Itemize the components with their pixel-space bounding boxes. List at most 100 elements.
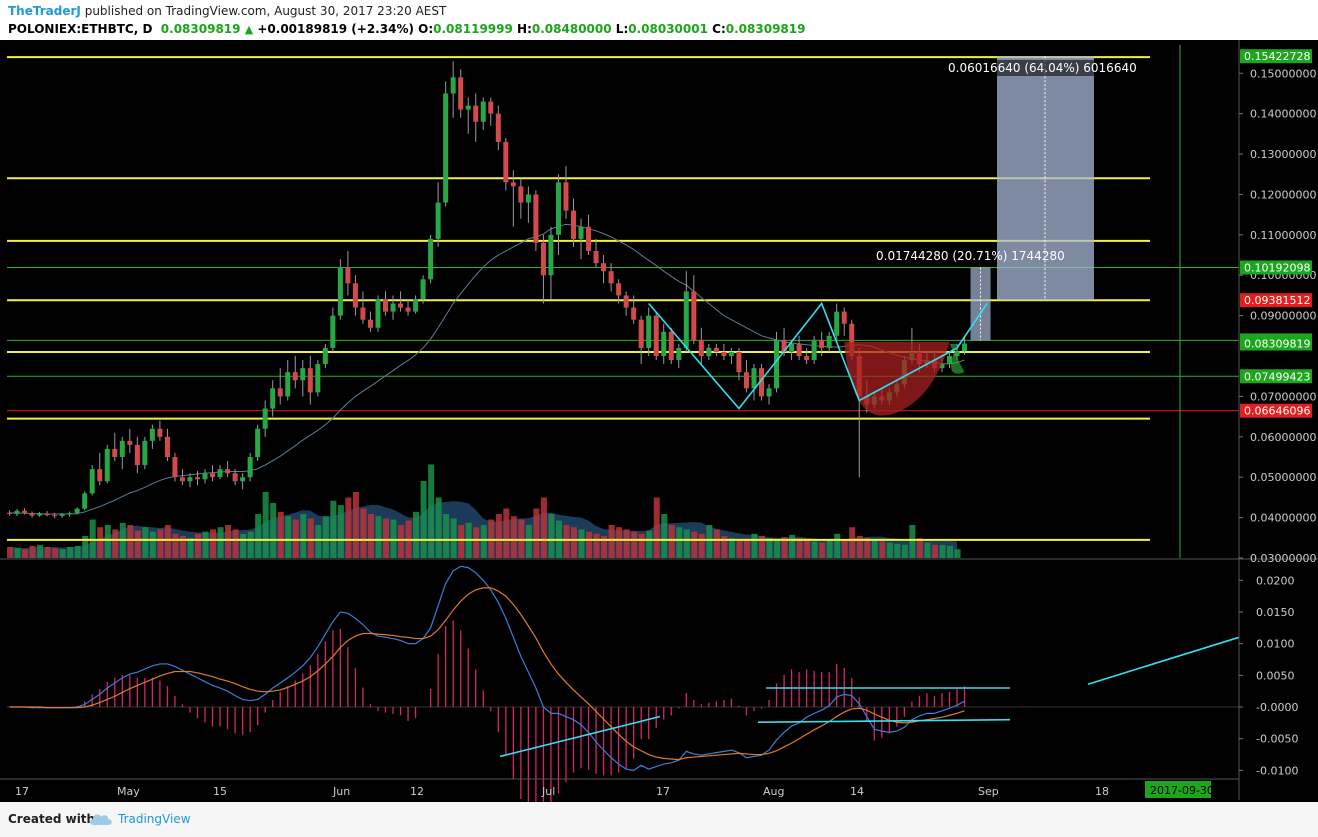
candle-body — [804, 356, 810, 361]
candle-body — [360, 307, 366, 320]
candle-body — [112, 448, 118, 458]
candle-body — [210, 473, 216, 478]
candle-body — [134, 444, 140, 466]
volume-bar — [901, 544, 908, 558]
candle-body — [157, 428, 163, 437]
volume-bar — [774, 539, 781, 558]
volume-bar — [292, 519, 299, 558]
volume-bar — [7, 547, 13, 558]
candle-body — [616, 283, 622, 296]
candle-body — [698, 339, 704, 357]
volume-bar — [315, 525, 322, 558]
candle-body — [766, 388, 772, 397]
candle-body — [172, 457, 178, 478]
date-marker-label: 2017-09-30 — [1150, 784, 1214, 797]
handle-pattern-shape — [949, 343, 965, 374]
volume-bar — [74, 545, 81, 558]
volume-bar — [781, 537, 788, 558]
close-value: 0.08309819 — [725, 22, 806, 36]
candle-body — [819, 339, 825, 348]
candle-body — [307, 368, 313, 393]
volume-bar — [179, 536, 186, 558]
price-tick-label: 0.14000000 — [1250, 108, 1316, 121]
symbol-label: POLONIEX:ETHBTC, D — [8, 22, 153, 36]
volume-bar — [142, 527, 149, 558]
candle-body — [789, 343, 795, 352]
candle-body — [939, 364, 945, 369]
volume-bar — [533, 508, 540, 558]
volume-bar — [383, 518, 389, 558]
candle-body — [225, 469, 231, 474]
published-text: published on TradingView.com, August 30,… — [84, 4, 447, 18]
price-label-value: 0.07499423 — [1244, 370, 1310, 383]
volume-bar — [390, 519, 397, 558]
volume-bar — [841, 540, 848, 558]
candle-body — [954, 351, 960, 357]
candle-body — [503, 141, 509, 183]
volume-bar — [931, 544, 938, 558]
candle-body — [247, 457, 253, 478]
price-tick-label: 0.15000000 — [1250, 67, 1316, 80]
chart-background — [0, 40, 1318, 802]
candle-body — [608, 271, 614, 284]
candle-body — [540, 242, 546, 276]
candle-body — [774, 339, 780, 389]
candle-body — [759, 368, 764, 397]
candle-body — [668, 331, 674, 361]
volume-bar — [277, 511, 284, 558]
chart-canvas[interactable]: 0.01744280 (20.71%) 1744280 0.06016640 (6… — [0, 40, 1318, 802]
macd-tick-label: -0.0050 — [1256, 733, 1298, 746]
price-label-box — [1240, 336, 1312, 351]
candle-body — [638, 319, 644, 348]
candle-body — [947, 356, 952, 365]
author-name[interactable]: TheTraderJ — [8, 4, 81, 18]
price-label-box — [1240, 403, 1312, 418]
price-tick-label: 0.04000000 — [1250, 512, 1316, 525]
candle-body — [59, 514, 65, 516]
candle-body — [548, 234, 554, 276]
price-tick-label: 0.07000000 — [1250, 390, 1316, 403]
cup-pattern-shape — [844, 341, 950, 416]
volume-bar — [856, 536, 863, 558]
volume-bar — [894, 543, 901, 558]
tradingview-brand[interactable]: TradingView — [118, 812, 191, 826]
candle-body — [315, 364, 321, 393]
candle-body — [834, 311, 840, 336]
volume-bar — [127, 525, 134, 558]
candle-body — [89, 469, 95, 494]
open-label: O: — [418, 22, 434, 36]
candle-body — [262, 408, 268, 429]
time-tick-label: Jul — [541, 785, 555, 798]
moving-average-line — [9, 223, 965, 515]
volume-bar — [909, 525, 916, 558]
low-value: 0.08030001 — [628, 22, 708, 36]
open-value: 0.08119999 — [433, 22, 513, 36]
volume-bar — [743, 540, 750, 558]
volume-bar — [601, 536, 608, 558]
price-label-value: 0.15422728 — [1244, 50, 1310, 63]
volume-bar — [112, 529, 119, 558]
time-tick-label: 12 — [410, 785, 424, 798]
volume-bar — [488, 519, 495, 558]
candle-body — [104, 448, 110, 482]
candle-body — [300, 368, 306, 381]
candle-body — [22, 510, 28, 514]
symbol-line: POLONIEX:ETHBTC, D 0.08309819 ▲ +0.00189… — [8, 22, 805, 36]
volume-bar — [285, 516, 292, 558]
volume-bar — [804, 540, 811, 558]
volume-bar — [307, 518, 314, 558]
candle-body — [796, 343, 802, 357]
candle-body — [29, 513, 35, 516]
volume-bar — [375, 516, 382, 558]
volume-bar — [67, 547, 74, 558]
close-label: C: — [712, 22, 726, 36]
candle-body — [593, 251, 599, 264]
volume-bar — [262, 492, 269, 558]
volume-bar — [571, 527, 577, 558]
candle-body — [495, 113, 501, 142]
volume-bar — [172, 533, 179, 558]
volume-bar — [458, 525, 465, 558]
candle-body — [255, 428, 261, 458]
created-with-text: Created with — [8, 812, 96, 826]
publish-line: TheTraderJ published on TradingView.com,… — [8, 4, 446, 18]
